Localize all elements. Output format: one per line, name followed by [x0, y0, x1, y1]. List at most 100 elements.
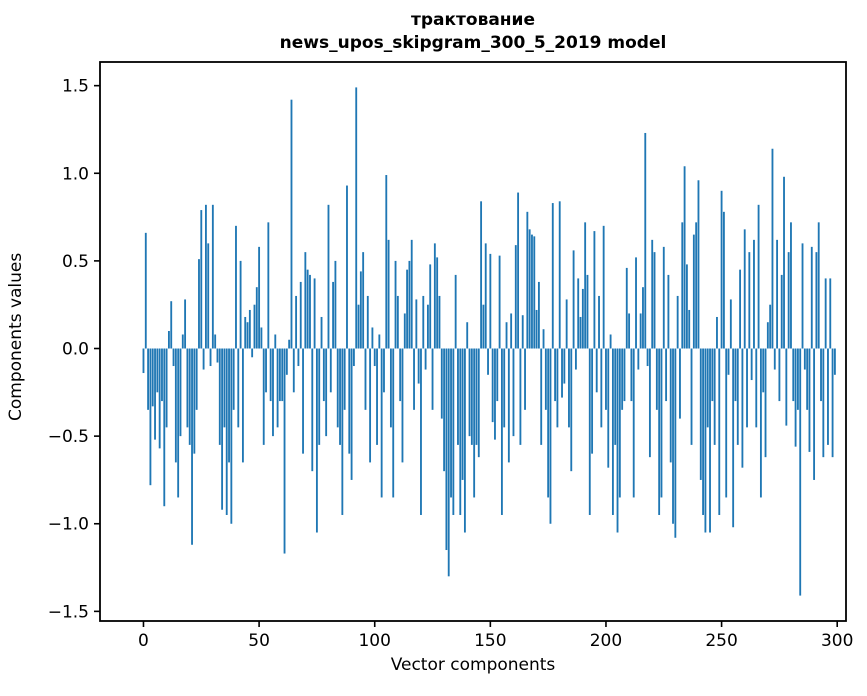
bar	[808, 348, 811, 452]
chart-title: трактование	[411, 10, 535, 30]
bar	[718, 348, 721, 515]
bar	[558, 201, 561, 349]
bar	[563, 348, 566, 384]
bar	[392, 348, 395, 498]
bar	[447, 348, 450, 577]
x-tick-label: 150	[474, 631, 506, 651]
bar	[357, 304, 360, 349]
bar	[720, 190, 723, 349]
bar	[581, 288, 584, 349]
bar	[470, 348, 473, 445]
bar	[281, 348, 284, 402]
bar	[778, 348, 781, 402]
bar	[438, 295, 441, 349]
bar	[265, 348, 267, 393]
bar	[272, 348, 274, 437]
bar	[685, 264, 688, 349]
bar	[741, 348, 744, 468]
bar	[510, 313, 513, 349]
bar	[697, 180, 700, 349]
bar	[237, 348, 240, 428]
bar	[549, 348, 552, 524]
bar	[727, 348, 730, 375]
bar	[413, 348, 415, 410]
bar	[417, 348, 420, 384]
bar	[246, 322, 249, 349]
bar	[711, 348, 714, 402]
bar	[433, 243, 436, 349]
bar	[621, 348, 624, 410]
bar	[255, 287, 258, 349]
bar	[551, 203, 554, 349]
bar	[241, 348, 244, 463]
bar	[790, 222, 792, 349]
bar	[706, 348, 709, 428]
bar	[528, 229, 531, 349]
bar	[681, 222, 684, 349]
bar	[568, 348, 570, 428]
bar	[739, 269, 742, 349]
bar	[630, 348, 633, 402]
x-axis-ticks: 0 50 100 150 200 250 300	[138, 621, 853, 651]
bar	[269, 348, 272, 402]
bar	[623, 348, 626, 402]
bar	[332, 281, 335, 349]
bar	[184, 299, 187, 349]
bar	[736, 348, 739, 445]
bar	[253, 304, 256, 349]
bar	[593, 231, 596, 349]
bar	[635, 257, 637, 349]
bar	[376, 348, 378, 445]
bar	[209, 348, 212, 367]
bar	[769, 304, 772, 349]
bar	[611, 348, 614, 515]
bar	[667, 274, 670, 349]
bar	[614, 348, 617, 445]
bar	[225, 348, 228, 515]
bar	[787, 252, 790, 349]
bar	[803, 348, 806, 370]
x-tick-label: 250	[705, 631, 737, 651]
bar	[598, 295, 600, 349]
bar	[399, 348, 402, 402]
bar	[764, 348, 767, 458]
bar	[683, 166, 686, 349]
y-tick-label: −1.5	[48, 602, 89, 622]
bar	[813, 348, 816, 480]
bar	[526, 211, 529, 349]
bar	[352, 348, 355, 367]
bar	[278, 348, 281, 402]
bar	[218, 348, 221, 445]
bar	[322, 348, 325, 402]
bar	[535, 309, 538, 349]
bar	[556, 348, 559, 428]
bar	[669, 348, 672, 463]
bar	[628, 313, 631, 349]
bar	[380, 348, 383, 498]
bar	[544, 348, 547, 410]
bar	[831, 348, 834, 458]
bar	[364, 348, 367, 410]
bar	[766, 322, 769, 349]
bar	[695, 222, 698, 349]
bar	[383, 348, 385, 393]
bar	[290, 99, 293, 349]
bar	[577, 278, 580, 349]
bar	[232, 348, 235, 410]
bar	[313, 278, 316, 349]
bar	[658, 348, 661, 515]
axes-frame	[99, 61, 847, 622]
bar	[202, 348, 205, 370]
bar	[283, 348, 286, 554]
bar	[350, 348, 353, 480]
bar	[339, 348, 341, 445]
bar	[373, 348, 376, 367]
bar	[424, 348, 427, 370]
y-axis-ticks: 1.5 1.0 0.5 0.0 −0.5 −1.0 −1.5	[48, 77, 100, 622]
bar	[759, 348, 762, 498]
bar	[801, 243, 804, 349]
bar	[542, 329, 545, 349]
bar	[311, 348, 314, 472]
y-tick-label: −0.5	[48, 427, 89, 447]
